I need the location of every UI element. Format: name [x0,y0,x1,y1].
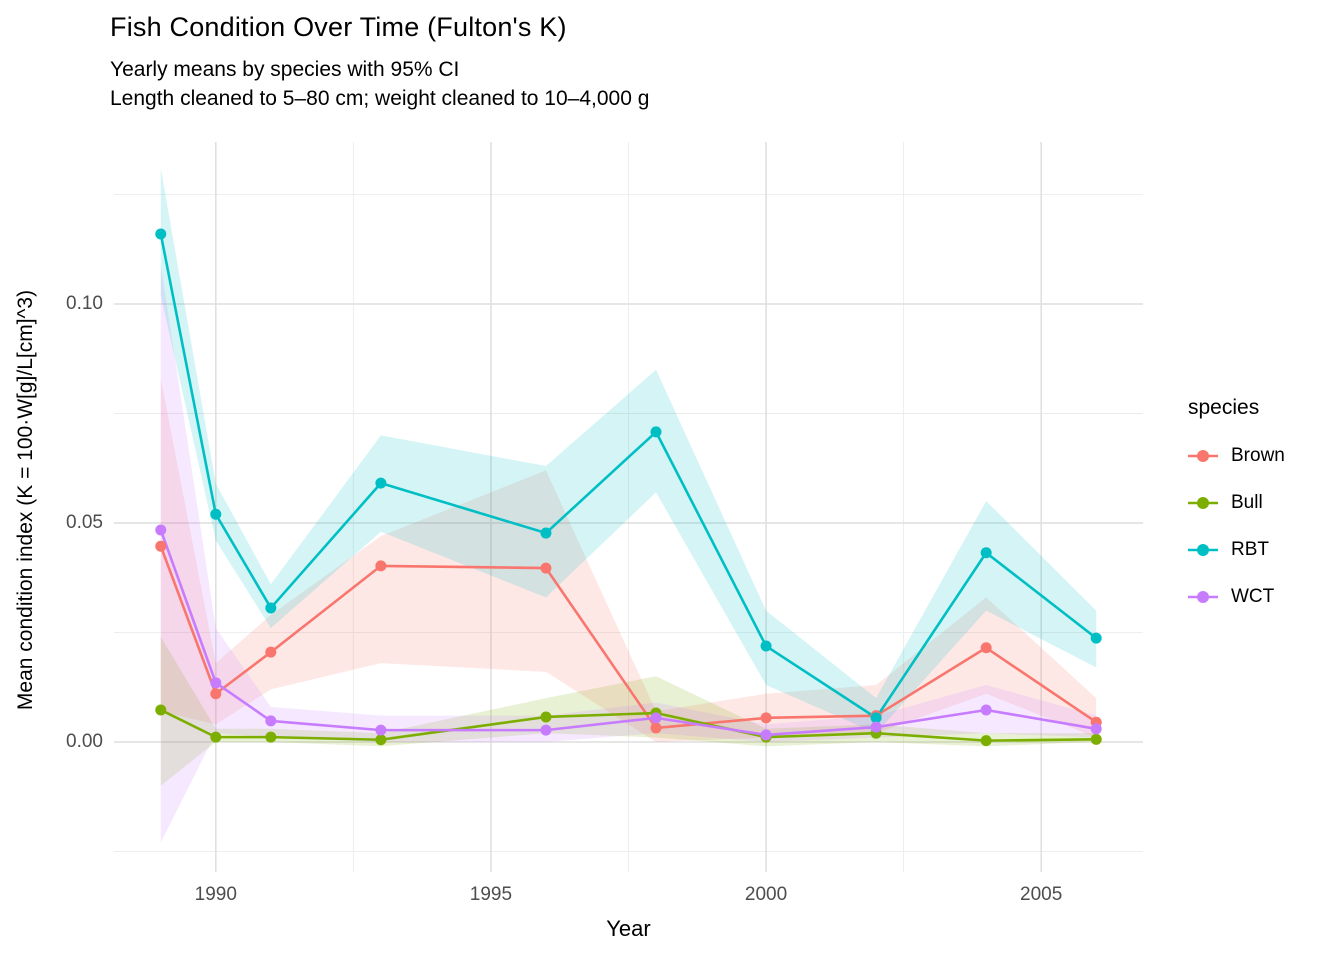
legend-key-icon-RBT [1188,544,1218,556]
point-WCT-1990 [210,677,222,689]
y-tick-label-0.05: 0.05 [66,511,103,533]
x-axis-title: Year [606,916,651,941]
ci-ribbon-RBT [160,168,1097,734]
point-WCT-1993 [375,724,387,736]
point-Brown-1990 [210,688,222,700]
x-tick-label-2000: 2000 [744,884,788,905]
legend-label-Bull: Bull [1231,492,1263,513]
point-RBT-2002 [870,712,882,724]
legend-label-WCT: WCT [1231,586,1275,607]
point-RBT-1991 [265,602,277,614]
chart-subtitle-line2: Length cleaned to 5–80 cm; weight cleane… [110,87,650,110]
legend-title: species [1188,396,1260,419]
point-Bull-1993 [375,734,387,746]
point-Brown-1989 [155,540,167,552]
point-WCT-2006 [1090,723,1102,735]
point-WCT-2004 [980,704,992,716]
series-line-Bull [159,708,1098,742]
legend-label-Brown: Brown [1231,445,1285,466]
legend-key-icon-Brown [1188,450,1218,462]
point-WCT-2000 [760,729,772,741]
legend-entry-Bull: Bull [1188,491,1285,515]
series-line-RBT [159,232,1098,720]
y-tick-label-0.10: 0.10 [66,293,103,315]
point-Bull-1996 [540,711,552,723]
point-Bull-1990 [210,731,222,743]
point-RBT-1990 [210,508,222,520]
series-line-Brown [159,544,1098,730]
point-WCT-1991 [265,715,277,727]
ci-ribbon-Bull [160,636,1097,786]
point-WCT-1989 [155,524,167,536]
chart-subtitle: Yearly means by species with 95% CI [110,58,460,81]
point-Brown-1998 [650,722,662,734]
legend-label-RBT: RBT [1231,539,1269,560]
legend: species Brown Bull RBT WCT [1188,396,1285,632]
ci-ribbon-Brown [160,378,1097,742]
point-WCT-2002 [870,721,882,733]
point-RBT-2006 [1090,632,1102,644]
point-RBT-2000 [760,640,772,652]
point-RBT-1998 [650,426,662,438]
legend-key-icon-Bull [1188,497,1218,509]
point-Bull-1989 [155,704,167,716]
point-Brown-1996 [540,562,552,574]
point-RBT-1993 [375,477,387,489]
x-tick-label-1990: 1990 [194,884,237,905]
point-RBT-2004 [980,547,992,559]
x-tick-label-2005: 2005 [1020,884,1063,905]
y-tick-label-0.00: 0.00 [66,730,103,752]
point-Bull-2006 [1090,733,1102,745]
point-Bull-2004 [980,735,992,747]
point-Brown-2000 [760,712,772,724]
point-Brown-1991 [265,646,277,658]
legend-key-icon-WCT [1188,591,1218,603]
series-line-WCT [159,528,1098,737]
point-Brown-2004 [980,642,992,654]
legend-entries: Brown Bull RBT WCT [1188,444,1285,609]
point-WCT-1998 [650,712,662,724]
point-WCT-1996 [540,724,552,736]
legend-entry-RBT: RBT [1188,538,1285,562]
point-RBT-1996 [540,527,552,539]
chart-title: Fish Condition Over Time (Fulton's K) [110,12,567,42]
point-RBT-1989 [155,228,167,240]
ci-ribbon-WCT [160,264,1097,843]
legend-entry-WCT: WCT [1188,585,1285,609]
x-tick-label-1995: 1995 [469,884,513,905]
legend-entry-Brown: Brown [1188,444,1285,468]
point-Brown-1993 [375,560,387,572]
point-Bull-1991 [265,731,277,743]
